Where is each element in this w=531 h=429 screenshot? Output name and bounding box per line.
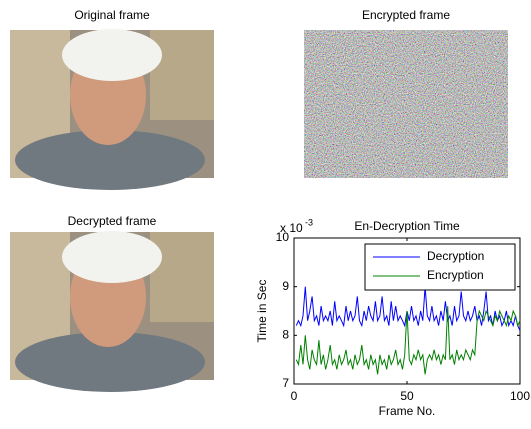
y-tick-label: 7: [282, 376, 289, 390]
y-scale-exponent: -3: [305, 217, 313, 227]
figure: Original frame Encrypted frame Decrypted…: [0, 0, 531, 424]
x-tick-label: 0: [291, 389, 298, 403]
original-image: [10, 29, 214, 190]
decrypted-image: [10, 231, 214, 392]
y-tick-label: 8: [282, 328, 289, 342]
panel-title: Encrypted frame: [362, 8, 450, 22]
chart-title: En-Decryption Time: [354, 219, 460, 233]
x-tick-label: 50: [400, 389, 414, 403]
panel-title: Decrypted frame: [68, 214, 157, 228]
panel-title: Original frame: [74, 8, 150, 22]
encrypted-image: [304, 30, 508, 178]
x-axis-label: Frame No.: [379, 404, 436, 418]
legend-label: Decryption: [427, 249, 484, 263]
legend-label: Encryption: [427, 268, 484, 282]
y-tick-label: 10: [276, 230, 290, 244]
y-tick-label: 9: [282, 279, 289, 293]
x-tick-label: 100: [510, 389, 530, 403]
y-axis-label: Time in Sec: [255, 280, 269, 343]
